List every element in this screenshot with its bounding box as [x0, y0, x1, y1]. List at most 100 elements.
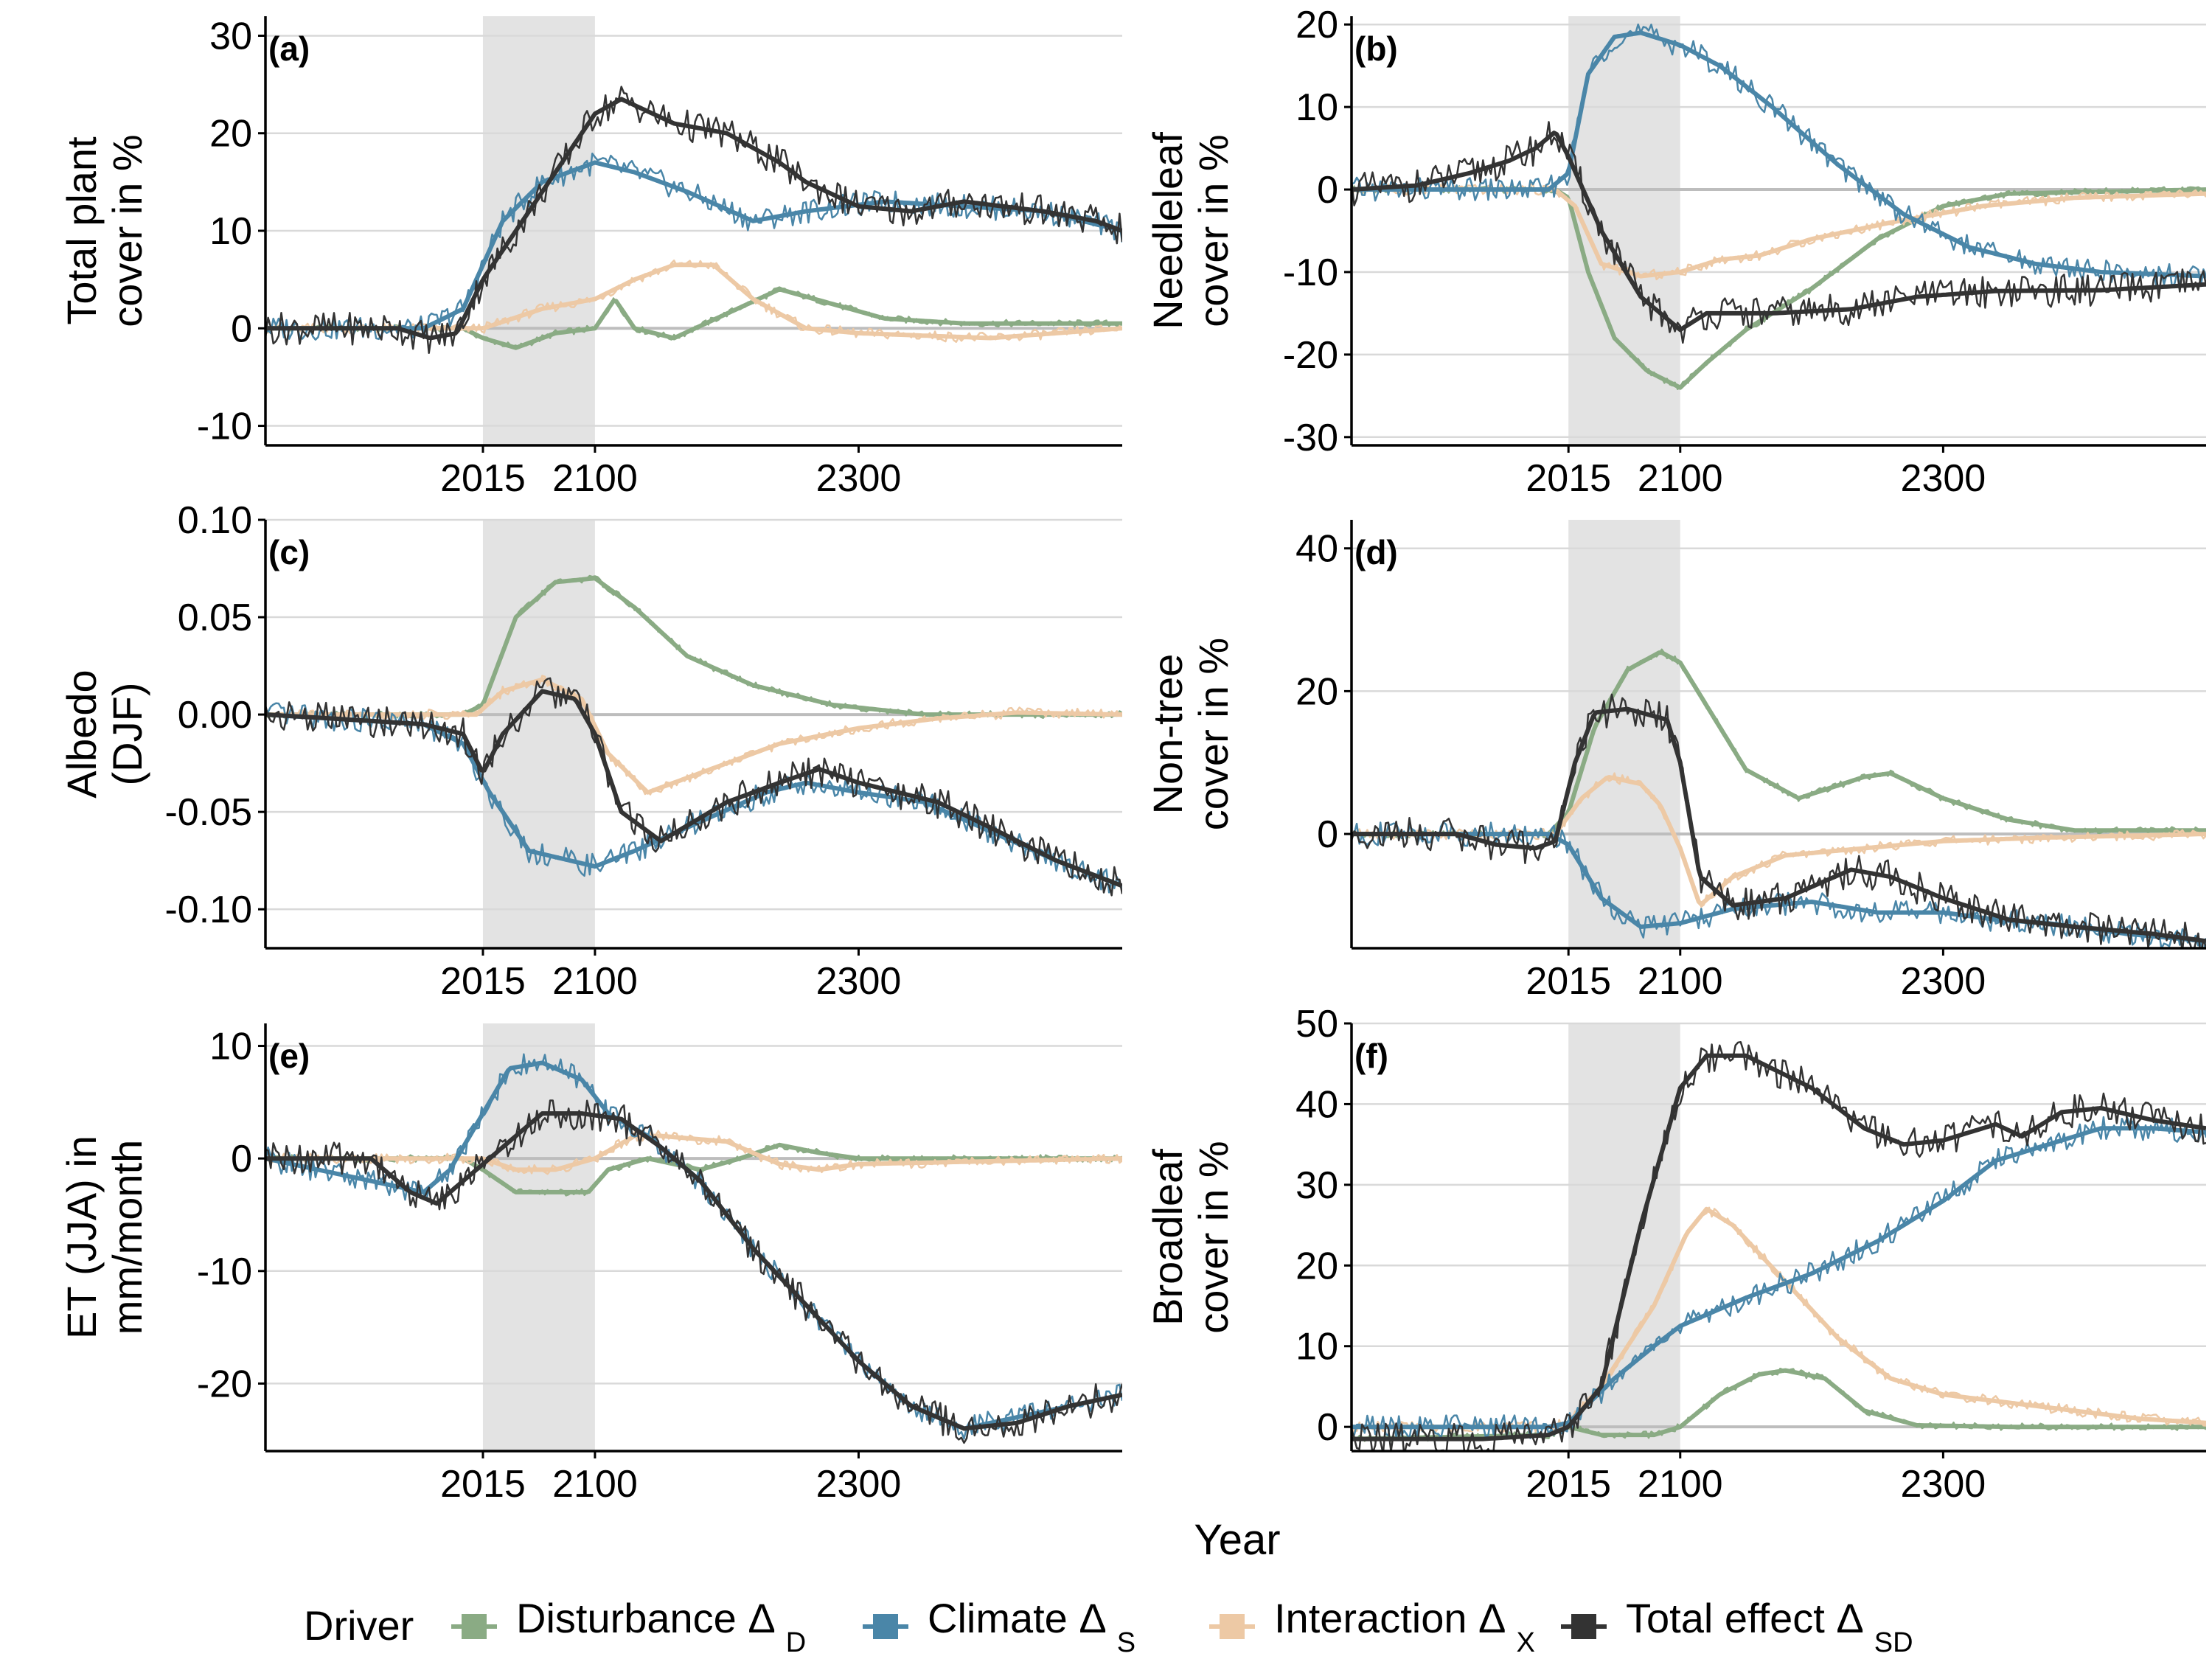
series-climate-annual [265, 152, 1122, 341]
series-group [1352, 1040, 2206, 1451]
y-tick-label: 40 [1295, 1083, 1338, 1126]
y-tick-label: 50 [1295, 1003, 1338, 1046]
y-tick-label: -10 [197, 1251, 252, 1293]
y-tick-label: 20 [1295, 670, 1338, 713]
panel-label: (c) [268, 533, 310, 571]
x-tick-label: 2100 [552, 457, 638, 500]
y-axis-title: Total plantcover in % [58, 134, 150, 327]
x-tick-label: 2300 [1901, 960, 1986, 1003]
series-group [265, 1053, 1122, 1444]
x-tick-label: 2100 [1638, 1463, 1723, 1506]
highlight-period [1568, 1023, 1680, 1451]
y-tick-label: 30 [1295, 1164, 1338, 1207]
x-tick-label: 2015 [440, 457, 526, 500]
series-total-annual [1352, 693, 2206, 948]
x-tick-label: 2015 [1526, 457, 1611, 500]
y-tick-label: 0.00 [178, 694, 252, 737]
series-total [265, 97, 1122, 341]
legend-subscript: D [786, 1627, 806, 1658]
series-total [1352, 131, 2206, 333]
y-tick-label: -20 [197, 1363, 252, 1405]
legend-subscript: SD [1874, 1627, 1913, 1658]
series-total [1352, 1053, 2206, 1441]
series-total-annual [265, 677, 1122, 897]
y-axis-title: Non-treecover in % [1144, 638, 1237, 830]
y-tick-label: -10 [1283, 251, 1338, 294]
y-tick-label: 0 [231, 1138, 252, 1180]
series-group [265, 86, 1122, 355]
y-tick-label: 0 [231, 307, 252, 350]
y-tick-label: -30 [1283, 417, 1338, 459]
x-tick-label: 2015 [1526, 960, 1611, 1003]
y-tick-label: 20 [209, 113, 252, 156]
series-disturbance [1352, 650, 2206, 837]
legend-swatch [1220, 1614, 1245, 1639]
legend: Driver Disturbance Δ D Climate Δ S Interactio… [304, 1595, 1913, 1658]
y-tick-label: 0 [1317, 1406, 1338, 1449]
legend-label: Total effect Δ [1626, 1595, 1864, 1641]
series-interaction [1352, 1206, 2206, 1430]
series-group [1352, 23, 2206, 390]
legend-item-interaction: Interaction Δ X [1209, 1595, 1535, 1658]
series-climate [265, 712, 1122, 888]
highlight-period [482, 520, 595, 948]
x-tick-label: 2015 [440, 960, 526, 1003]
series-disturbance [1352, 1368, 2206, 1441]
x-tick-label: 2100 [1638, 457, 1723, 500]
legend-label: Climate Δ [928, 1595, 1107, 1641]
series-interaction [265, 677, 1122, 795]
x-tick-label: 2300 [816, 457, 902, 500]
series-disturbance-annual [265, 574, 1122, 719]
x-tick-label: 2015 [1526, 1463, 1611, 1506]
y-axis-title: Albedo(DJF) [58, 669, 150, 798]
series-group [265, 574, 1122, 897]
y-tick-label: 10 [209, 1026, 252, 1068]
y-tick-label: -20 [1283, 334, 1338, 377]
y-tick-label: 10 [1295, 1326, 1338, 1368]
x-tick-label: 2300 [1901, 457, 1986, 500]
x-tick-label: 2300 [816, 960, 902, 1003]
series-climate-annual [1352, 23, 2206, 288]
y-axis-title: ET (JJA) inmm/month [58, 1135, 150, 1339]
panel-label: (a) [268, 29, 310, 68]
legend-swatch [873, 1614, 898, 1639]
series-climate [265, 1060, 1122, 1431]
x-tick-label: 2015 [440, 1463, 526, 1506]
panel-b: 20 10 0 -10 -20 -30 2015 2100 2300 (b) Needleleafc… [1144, 4, 2206, 500]
legend-title: Driver [304, 1602, 414, 1649]
panel-c: 0.10 0.05 0.00 -0.05 -0.10 2015 2100 2300 (c) Alb… [58, 499, 1122, 1003]
series-climate-annual [1352, 1116, 2206, 1439]
y-tick-label: 30 [209, 15, 252, 58]
series-interaction-annual [1352, 1206, 2206, 1433]
panels: 30 20 10 0 -10 2015 2100 2300 (a) Total plantcove… [58, 4, 2206, 1506]
series-disturbance-annual [1352, 648, 2206, 838]
legend-swatch [1571, 1614, 1596, 1639]
y-tick-label: 0 [1317, 813, 1338, 856]
y-tick-label: 40 [1295, 528, 1338, 571]
legend-subscript: S [1117, 1627, 1135, 1658]
legend-subscript: X [1516, 1627, 1534, 1658]
x-tick-label: 2100 [1638, 960, 1723, 1003]
y-tick-label: -10 [197, 406, 252, 448]
x-tick-label: 2100 [552, 960, 638, 1003]
panel-label: (d) [1354, 533, 1398, 571]
series-group [1352, 648, 2206, 948]
panel-a: 30 20 10 0 -10 2015 2100 2300 (a) Total plantcove… [58, 15, 1122, 500]
legend-item-disturbance: Disturbance Δ D [451, 1595, 806, 1658]
y-tick-label: 20 [1295, 4, 1338, 46]
x-axis-title: Year [1194, 1516, 1280, 1564]
series-disturbance [265, 576, 1122, 717]
legend-item-climate: Climate Δ S [863, 1595, 1135, 1658]
panel-f: 50 40 30 20 10 0 2015 2100 2300 (f) Broadleafcover… [1144, 1003, 2206, 1506]
highlight-period [482, 1023, 595, 1451]
y-axis-title: Needleleafcover in % [1144, 132, 1237, 330]
series-climate-annual [265, 1053, 1122, 1440]
y-tick-label: 20 [1295, 1245, 1338, 1287]
series-total-annual [265, 86, 1122, 355]
y-tick-label: 10 [209, 210, 252, 253]
legend-swatch [462, 1614, 487, 1639]
series-total [265, 689, 1122, 888]
panel-e: 10 0 -10 -20 2015 2100 2300 (e) ET (JJA) inmm/mo… [58, 1023, 1122, 1506]
x-tick-label: 2300 [816, 1463, 902, 1506]
panel-label: (b) [1354, 29, 1398, 68]
